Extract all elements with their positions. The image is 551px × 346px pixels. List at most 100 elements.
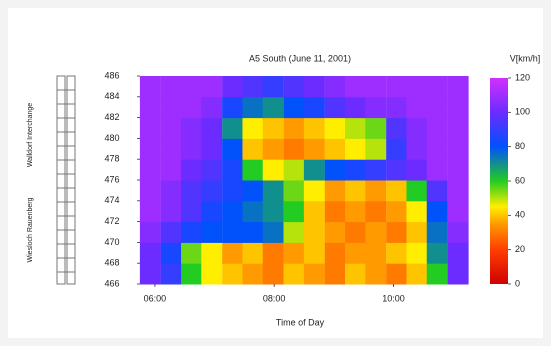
heat-cell <box>181 180 203 202</box>
x-tick-label: 06:00 <box>144 293 167 303</box>
heat-cell <box>324 76 346 98</box>
heat-cell <box>303 242 325 264</box>
heat-cell <box>262 263 284 285</box>
heat-cell <box>181 76 203 98</box>
side-label: Walldorf Interchange <box>27 103 34 167</box>
heat-cell <box>303 138 325 160</box>
heat-cell <box>426 76 448 98</box>
heat-cell <box>386 200 408 223</box>
heat-cell <box>201 76 223 98</box>
heat-cell <box>365 76 387 98</box>
heat-cell <box>447 96 469 119</box>
heat-cell <box>139 117 161 139</box>
heat-cell <box>139 138 161 160</box>
y-tick-label: 470 <box>104 237 119 247</box>
heat-cell <box>262 242 284 264</box>
heat-cell <box>386 96 408 119</box>
heat-cell <box>406 200 428 223</box>
heat-cell <box>386 76 408 98</box>
heat-cell <box>139 221 161 243</box>
heat-cell <box>160 263 182 285</box>
heat-cell <box>283 76 305 98</box>
y-tick-label: 474 <box>104 195 119 205</box>
colorbar-tick-label: 60 <box>515 175 525 185</box>
heat-cell <box>365 117 387 139</box>
heat-cell <box>201 96 223 119</box>
heat-cell <box>242 159 264 181</box>
colorbar-label: V[km/h] <box>510 53 541 63</box>
heat-cell <box>283 117 305 139</box>
heat-cell <box>222 180 244 202</box>
heat-cell <box>406 221 428 243</box>
heat-cell <box>426 96 448 119</box>
heat-cell <box>283 138 305 160</box>
heat-cell <box>262 159 284 181</box>
heat-cell <box>447 200 469 223</box>
heat-cell <box>426 200 448 223</box>
heat-cell <box>242 96 264 119</box>
heat-cell <box>262 221 284 243</box>
y-tick-label: 466 <box>104 278 119 288</box>
y-tick-label: 480 <box>104 133 119 143</box>
heat-cell <box>447 263 469 285</box>
y-tick-label: 472 <box>104 216 119 226</box>
heat-cell <box>447 159 469 181</box>
heat-cell <box>345 76 367 98</box>
heat-cell <box>345 263 367 285</box>
heat-cell <box>406 138 428 160</box>
heat-cell <box>365 263 387 285</box>
heat-cell <box>181 200 203 223</box>
heat-cell <box>345 180 367 202</box>
heat-cell <box>386 138 408 160</box>
heat-cell <box>139 96 161 119</box>
heat-cell <box>426 180 448 202</box>
heat-cell <box>303 96 325 119</box>
y-tick-label: 482 <box>104 112 119 122</box>
heat-cell <box>222 200 244 223</box>
heat-cell <box>365 180 387 202</box>
heat-cell <box>303 263 325 285</box>
y-tick-label: 468 <box>104 258 119 268</box>
side-label: Wiesloch Rauenberg <box>27 197 34 262</box>
heat-cell <box>426 117 448 139</box>
heat-cell <box>160 96 182 119</box>
heat-cell <box>160 242 182 264</box>
heat-cell <box>447 138 469 160</box>
heat-cell <box>222 96 244 119</box>
x-tick-label: 08:00 <box>263 293 286 303</box>
heat-cell <box>242 117 264 139</box>
heat-cell <box>406 159 428 181</box>
heat-cell <box>262 200 284 223</box>
heat-cell <box>222 76 244 98</box>
heat-cell <box>181 96 203 119</box>
heat-cell <box>447 76 469 98</box>
heat-cell <box>447 180 469 202</box>
heat-cell <box>139 159 161 181</box>
colorbar-tick-label: 100 <box>515 107 530 117</box>
heat-cell <box>345 117 367 139</box>
y-tick-label: 484 <box>104 91 119 101</box>
heat-cell <box>324 200 346 223</box>
colorbar-tick-label: 20 <box>515 244 525 254</box>
heat-cell <box>201 200 223 223</box>
heat-cell <box>324 159 346 181</box>
heat-cell <box>181 117 203 139</box>
y-tick-label: 476 <box>104 174 119 184</box>
heat-cell <box>262 117 284 139</box>
heat-cell <box>181 159 203 181</box>
heat-cell <box>201 180 223 202</box>
heat-cell <box>303 221 325 243</box>
heat-cell <box>283 263 305 285</box>
heat-cell <box>406 117 428 139</box>
heat-cell <box>426 159 448 181</box>
heat-cell <box>181 242 203 264</box>
heat-cell <box>447 242 469 264</box>
heat-cell <box>160 76 182 98</box>
heat-cell <box>386 221 408 243</box>
heat-cell <box>386 263 408 285</box>
heat-cell <box>222 221 244 243</box>
colorbar <box>490 78 508 284</box>
x-axis-label: Time of Day <box>276 317 325 327</box>
heat-cell <box>303 180 325 202</box>
heat-cell <box>160 200 182 223</box>
